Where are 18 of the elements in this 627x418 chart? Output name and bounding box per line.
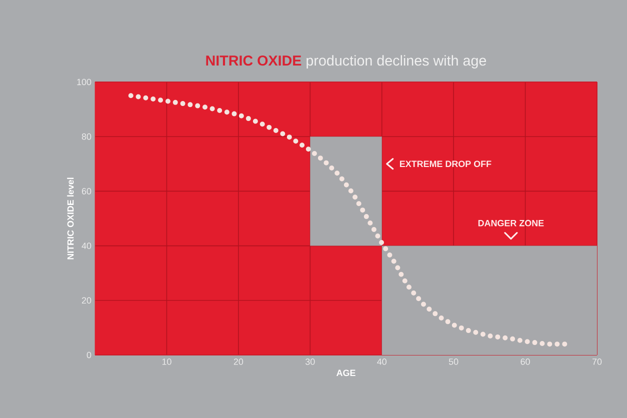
chart-title: NITRIC OXIDE production declines with age <box>206 55 486 69</box>
x-tick-label: 60 <box>520 358 530 365</box>
x-axis-title: AGE <box>336 370 356 376</box>
x-tick-label: 10 <box>162 358 172 365</box>
y-tick-label: 20 <box>82 297 92 304</box>
y-tick-label: 0 <box>86 352 92 358</box>
band-label: EXTREME DROP OFF <box>400 160 492 168</box>
y-axis-title: NITRIC OXIDE level <box>67 178 74 260</box>
y-tick-label: 80 <box>82 133 92 140</box>
y-tick-label: 60 <box>82 188 92 194</box>
x-tick-label: 30 <box>306 358 315 365</box>
y-tick-label: 40 <box>82 242 92 249</box>
x-tick-label: 70 <box>592 358 602 365</box>
x-tick-label: 20 <box>234 358 244 365</box>
y-tick-label: 100 <box>77 78 92 86</box>
x-tick-label: 50 <box>448 358 458 365</box>
x-tick-label: 40 <box>377 358 386 365</box>
band-label: DANGER ZONE <box>478 220 544 226</box>
